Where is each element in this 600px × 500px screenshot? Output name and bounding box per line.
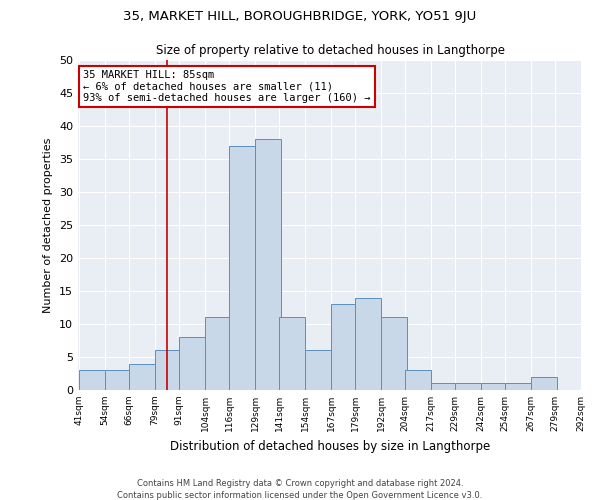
Bar [280, 318, 305, 390]
Text: Contains HM Land Registry data © Crown copyright and database right 2024.
Contai: Contains HM Land Registry data © Crown c… [118, 478, 482, 500]
Bar [205, 318, 231, 390]
Bar [155, 350, 181, 390]
Y-axis label: Number of detached properties: Number of detached properties [43, 138, 53, 312]
Bar [79, 370, 105, 390]
Bar [382, 318, 407, 390]
Text: 35 MARKET HILL: 85sqm
← 6% of detached houses are smaller (11)
93% of semi-detac: 35 MARKET HILL: 85sqm ← 6% of detached h… [83, 70, 371, 103]
Bar [505, 384, 531, 390]
Bar [305, 350, 331, 390]
Bar [481, 384, 506, 390]
X-axis label: Distribution of detached houses by size in Langthorpe: Distribution of detached houses by size … [170, 440, 490, 452]
Bar [179, 337, 205, 390]
Bar [331, 304, 356, 390]
Bar [355, 298, 381, 390]
Bar [406, 370, 431, 390]
Bar [532, 377, 557, 390]
Text: 35, MARKET HILL, BOROUGHBRIDGE, YORK, YO51 9JU: 35, MARKET HILL, BOROUGHBRIDGE, YORK, YO… [124, 10, 476, 23]
Bar [256, 139, 281, 390]
Bar [106, 370, 131, 390]
Bar [130, 364, 155, 390]
Bar [431, 384, 457, 390]
Title: Size of property relative to detached houses in Langthorpe: Size of property relative to detached ho… [155, 44, 505, 58]
Bar [455, 384, 481, 390]
Bar [229, 146, 254, 390]
